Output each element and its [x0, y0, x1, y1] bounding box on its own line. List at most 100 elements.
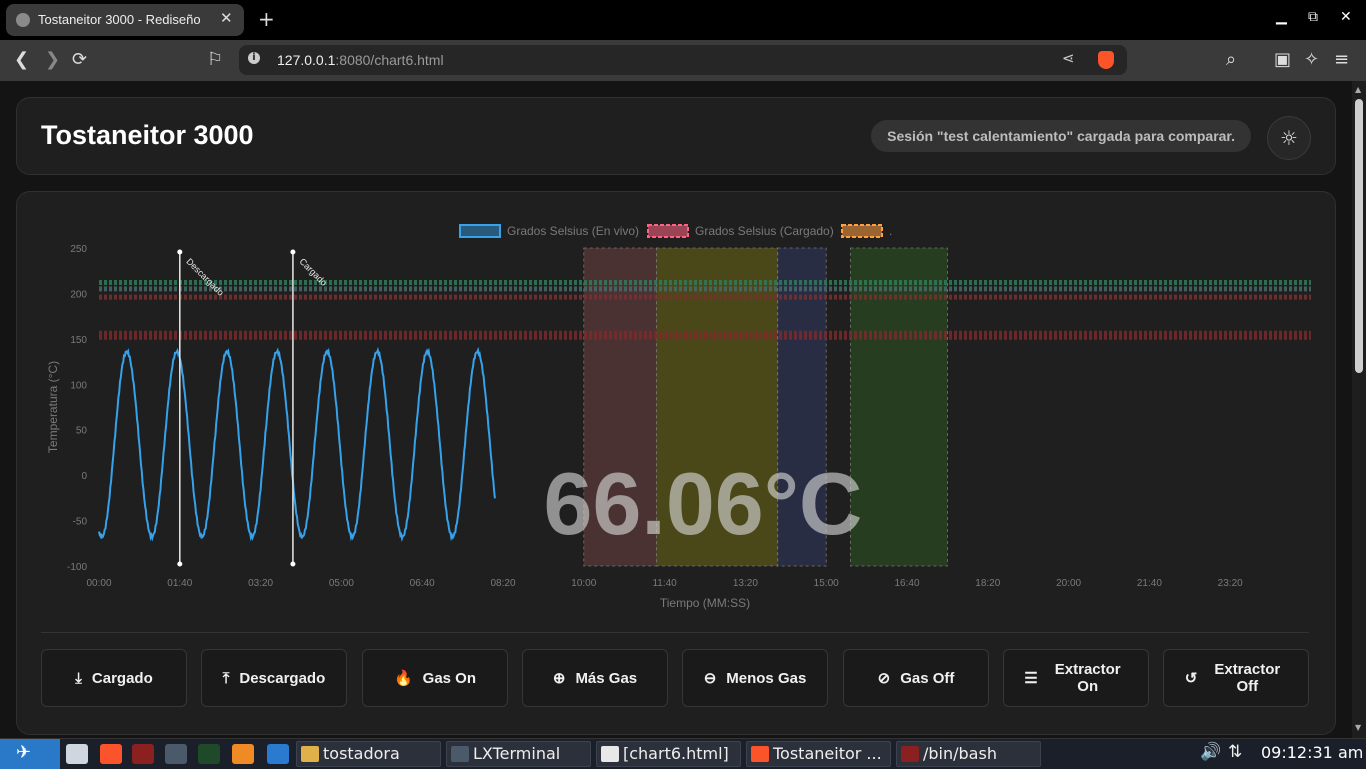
x-tick-label: 15:00: [814, 578, 839, 589]
cargado-button[interactable]: ⤓ Cargado: [41, 649, 187, 707]
phase-band: [850, 247, 948, 567]
scroll-down-icon[interactable]: ▼: [1355, 723, 1362, 732]
taskbar-task-label: LXTerminal: [473, 744, 561, 763]
x-tick-label: 16:40: [894, 578, 919, 589]
clock: 09:12:31 am: [1261, 743, 1364, 762]
new-tab-icon[interactable]: +: [258, 7, 275, 31]
x-tick-label: 08:20: [490, 578, 515, 589]
y-tick-label: 250: [70, 244, 87, 255]
x-tick-label: 00:00: [86, 578, 111, 589]
phase-band: [656, 247, 779, 567]
x-axis-label: Tiempo (MM:SS): [660, 596, 750, 610]
taskbar-task-label: Tostaneitor ...: [773, 744, 882, 763]
folder-icon: [301, 746, 319, 762]
leo-ai-icon[interactable]: ✧: [1304, 49, 1320, 70]
x-tick-label: 21:40: [1137, 578, 1162, 589]
x-tick-label: 03:20: [248, 578, 273, 589]
brave-launcher-icon[interactable]: [100, 744, 122, 764]
x-tick-label: 10:00: [571, 578, 596, 589]
sun-icon: ☼: [1280, 126, 1298, 150]
extractor-off-button[interactable]: ↺ Extractor Off: [1163, 649, 1309, 707]
legend-swatch: [647, 224, 689, 238]
y-axis-label: Temperatura (°C): [46, 361, 60, 453]
taskbar-task[interactable]: LXTerminal: [446, 741, 591, 767]
browser-tab[interactable]: Tostaneitor 3000 - Rediseño ✕: [6, 4, 244, 36]
system-monitor-launcher-icon[interactable]: [198, 744, 220, 764]
share-icon[interactable]: ⋖: [1062, 49, 1075, 67]
sidebar-icon[interactable]: ▣: [1274, 49, 1292, 70]
descargado-button[interactable]: ⤒ Descargado: [201, 649, 347, 707]
close-window-icon[interactable]: ✕: [1340, 9, 1352, 25]
minimize-icon[interactable]: ▁: [1276, 9, 1287, 25]
menu-icon[interactable]: ≡: [1334, 49, 1350, 70]
event-marker-label: Descargado: [184, 256, 225, 297]
rotate-ccw-icon: ↺: [1184, 670, 1198, 687]
reload-icon[interactable]: ⟳: [72, 49, 88, 70]
legend-label: Grados Selsius (Cargado): [695, 224, 834, 238]
taskbar-task[interactable]: [chart6.html]: [596, 741, 741, 767]
button-label: Gas Off: [900, 669, 955, 687]
legend-label: Grados Selsius (En vivo): [507, 224, 639, 238]
network-icon[interactable]: ⇅: [1228, 742, 1243, 762]
close-tab-icon[interactable]: ✕: [220, 9, 233, 27]
start-menu-button[interactable]: ✈: [0, 739, 60, 769]
event-marker-dot: [177, 561, 183, 567]
text-file-icon: [601, 746, 619, 762]
scrollbar-thumb[interactable]: [1355, 99, 1363, 373]
taskbar-task[interactable]: /bin/bash: [896, 741, 1041, 767]
browser-toolbar: ❮ ❯ ⟳ ⚐ i 127.0.0.1:8080/chart6.html ⋖ ⌕…: [0, 40, 1366, 81]
arrow-down-circle-icon: ⊖: [703, 670, 717, 687]
button-label: Más Gas: [575, 669, 638, 687]
back-icon[interactable]: ❮: [14, 49, 30, 70]
legend-label: .: [889, 224, 892, 238]
forward-icon[interactable]: ❯: [45, 49, 61, 70]
menos-gas-button[interactable]: ⊖ Menos Gas: [682, 649, 828, 707]
extractor-on-button[interactable]: ☰ Extractor On: [1003, 649, 1149, 707]
taskbar-task-label: /bin/bash: [923, 744, 997, 763]
lxterminal-launcher-icon[interactable]: [165, 744, 187, 764]
url-text[interactable]: 127.0.0.1:8080/chart6.html: [277, 52, 444, 68]
button-label: Gas On: [422, 669, 477, 687]
legend-swatch: [841, 224, 883, 238]
status-badge: Sesión "test calentamiento" cargada para…: [871, 120, 1251, 152]
file-manager-launcher-icon[interactable]: [66, 744, 88, 764]
event-marker-label: Cargado: [298, 256, 329, 287]
upload-icon: ⤒: [222, 669, 230, 687]
maximize-icon[interactable]: ⧉: [1308, 9, 1318, 25]
más-gas-button[interactable]: ⊕ Más Gas: [522, 649, 668, 707]
download-icon: ⤓: [75, 669, 82, 687]
show-desktop-icon[interactable]: [267, 744, 289, 764]
sublime-launcher-icon[interactable]: [232, 744, 254, 764]
event-marker-dot: [290, 249, 296, 255]
button-label: Extractor On: [1054, 661, 1121, 695]
header-card: Tostaneitor 3000 Sesión "test calentamie…: [16, 97, 1336, 175]
bookmark-icon[interactable]: ⚐: [207, 49, 224, 70]
x-tick-label: 01:40: [167, 578, 192, 589]
y-tick-label: 150: [70, 335, 87, 346]
y-tick-label: 200: [70, 289, 87, 300]
x-tick-label: 20:00: [1056, 578, 1081, 589]
phase-band: [777, 247, 827, 567]
tab-title: Tostaneitor 3000 - Rediseño: [38, 12, 201, 27]
button-label: Descargado: [239, 669, 326, 687]
live-temperature-line: [98, 346, 496, 543]
theme-toggle-button[interactable]: ☼: [1267, 116, 1311, 160]
sliders-icon: ☰: [1024, 670, 1038, 687]
address-bar[interactable]: i 127.0.0.1:8080/chart6.html ⋖: [239, 45, 1127, 75]
reader-mode-icon[interactable]: ⌕: [1226, 49, 1237, 70]
scrollbar[interactable]: ▲ ▼: [1352, 81, 1366, 738]
gas-off-button[interactable]: ⊘ Gas Off: [843, 649, 989, 707]
brave-shields-icon[interactable]: [1098, 51, 1114, 69]
site-info-icon[interactable]: i: [248, 52, 260, 64]
flame-off-icon: ⊘: [877, 670, 891, 687]
taskbar-task[interactable]: Tostaneitor ...: [746, 741, 891, 767]
page-content: Tostaneitor 3000 Sesión "test calentamie…: [0, 81, 1352, 738]
gas-on-button[interactable]: 🔥 Gas On: [362, 649, 508, 707]
terminal-launcher-icon[interactable]: [132, 744, 154, 764]
scroll-up-icon[interactable]: ▲: [1355, 85, 1362, 94]
volume-icon[interactable]: 🔊: [1200, 742, 1222, 762]
brave-icon: [751, 746, 769, 762]
taskbar-task[interactable]: tostadora: [296, 741, 441, 767]
flame-icon: 🔥: [393, 670, 413, 687]
event-marker-dot: [290, 561, 296, 567]
